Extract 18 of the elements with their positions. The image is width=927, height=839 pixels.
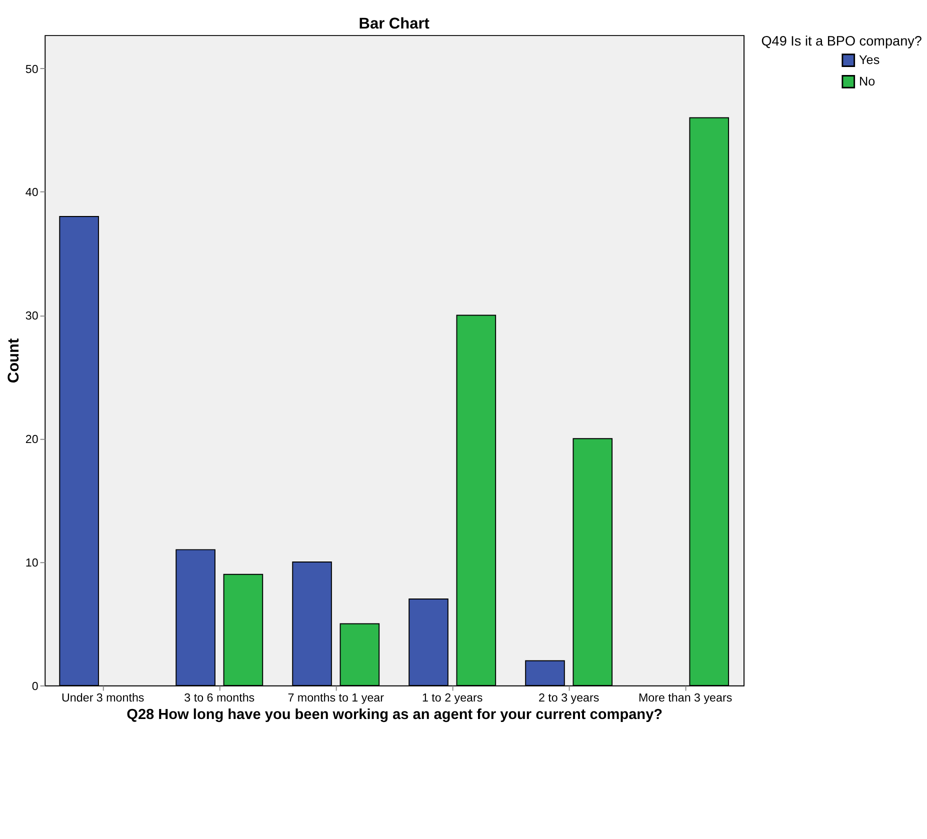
legend-title: Q49 Is it a BPO company?: [761, 34, 922, 49]
y-tick-label: 0: [32, 680, 39, 693]
x-axis-title: Q28 How long have you been working as an agent for your current company?: [126, 706, 663, 723]
x-tick-label: 2 to 3 years: [538, 691, 600, 704]
y-tick-label: 20: [25, 432, 39, 446]
y-tick-label: 50: [25, 62, 39, 76]
y-tick-label: 10: [25, 556, 39, 570]
chart-title: Bar Chart: [358, 15, 430, 32]
x-tick-label: 1 to 2 years: [422, 691, 483, 704]
y-tick-label: 40: [25, 186, 39, 200]
x-tick-label: More than 3 years: [638, 691, 732, 704]
x-tick-label: 3 to 6 months: [184, 691, 255, 704]
legend-label: No: [859, 74, 876, 89]
y-axis-title: Count: [6, 338, 23, 384]
x-tick-label: 7 months to 1 year: [288, 691, 384, 704]
x-tick-label: Under 3 months: [62, 691, 144, 704]
legend-label: Yes: [859, 53, 880, 68]
y-tick-label: 30: [25, 310, 39, 323]
